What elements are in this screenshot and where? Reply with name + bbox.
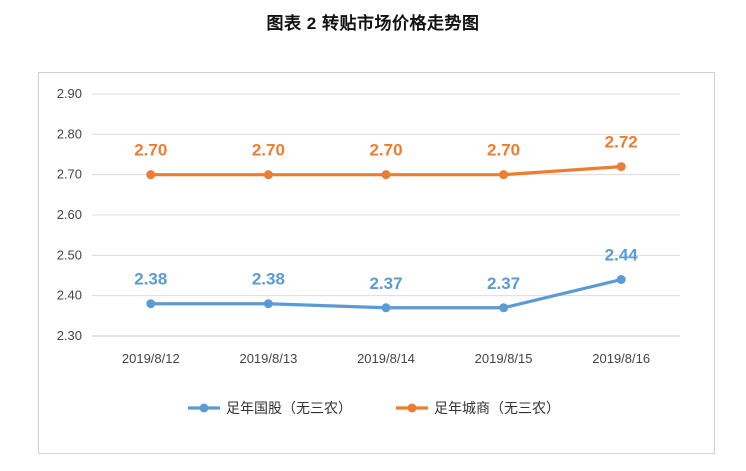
data-point	[499, 170, 509, 180]
data-point	[263, 170, 273, 180]
y-tick-label: 2.70	[57, 167, 82, 182]
y-tick-label: 2.90	[57, 86, 82, 101]
data-point	[616, 275, 626, 285]
legend-label: 足年国股（无三农）	[226, 400, 352, 416]
legend-marker	[199, 403, 209, 413]
data-point	[616, 162, 626, 172]
y-tick-label: 2.30	[57, 328, 82, 343]
legend-label: 足年城商（无三农）	[434, 400, 560, 416]
data-point	[263, 299, 273, 309]
data-label: 2.70	[487, 141, 520, 160]
x-tick-label: 2019/8/12	[122, 351, 180, 366]
x-tick-label: 2019/8/15	[475, 351, 533, 366]
data-label: 2.70	[134, 141, 167, 160]
y-tick-label: 2.50	[57, 247, 82, 262]
series-group: 2.38 2.38 2.37 2.37 2.44 2.70 2.70 2.70 2.70 2.72	[134, 133, 638, 313]
y-tick-label: 2.60	[57, 207, 82, 222]
data-label: 2.72	[605, 133, 638, 152]
x-tick-label: 2019/8/16	[592, 351, 650, 366]
data-point	[381, 303, 391, 313]
chart-frame	[38, 72, 715, 454]
page-title: 图表 2 转贴市场价格走势图	[266, 14, 480, 33]
legend-marker	[407, 403, 417, 413]
y-tick-label: 2.80	[57, 126, 82, 141]
data-label: 2.44	[605, 246, 639, 265]
x-tick-label: 2019/8/13	[239, 351, 297, 366]
data-label: 2.37	[369, 274, 402, 293]
data-point	[146, 170, 156, 180]
y-axis-ticks: 2.30 2.40 2.50 2.60 2.70 2.80 2.90	[57, 86, 82, 343]
data-label: 2.38	[134, 270, 167, 289]
data-label: 2.70	[252, 141, 285, 160]
data-label: 2.70	[369, 141, 402, 160]
gridlines	[92, 93, 680, 337]
data-point	[381, 170, 391, 180]
x-tick-label: 2019/8/14	[357, 351, 415, 366]
data-label: 2.37	[487, 274, 520, 293]
data-label: 2.38	[252, 270, 285, 289]
y-tick-label: 2.40	[57, 288, 82, 303]
legend: 足年国股（无三农） 足年城商（无三农）	[188, 400, 560, 416]
x-axis-ticks: 2019/8/12 2019/8/13 2019/8/14 2019/8/15 2019…	[122, 351, 650, 366]
data-point	[146, 299, 156, 309]
data-point	[499, 303, 509, 313]
